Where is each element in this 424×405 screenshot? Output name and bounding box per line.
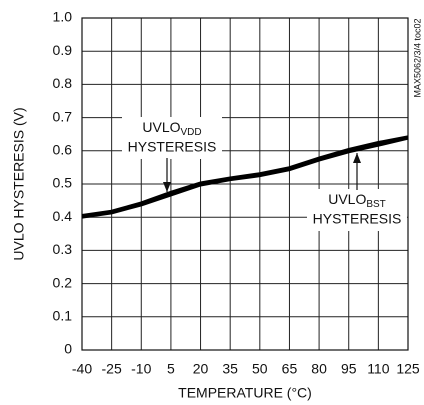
- x-tick-label: -25: [102, 361, 122, 377]
- annotation-sub: BST: [366, 199, 385, 210]
- y-tick-label: 0.3: [53, 241, 73, 257]
- annotation-label: HYSTERESIS: [128, 139, 217, 155]
- y-tick-label: 0.2: [53, 274, 73, 290]
- y-tick-label: 0.9: [53, 42, 73, 58]
- x-tick-label: 110: [367, 361, 390, 377]
- figure-note: MAX5062/3/4 toc02: [412, 18, 422, 97]
- x-axis-title: TEMPERATURE (°C): [178, 385, 312, 401]
- annotation-sub: VDD: [181, 127, 202, 138]
- annotation-text: UVLO: [328, 191, 366, 207]
- annotation-label: UVLOVDD: [142, 119, 201, 138]
- y-tick-label: 0.7: [53, 108, 73, 124]
- x-tick-label: 5: [167, 361, 175, 377]
- y-tick-label: 0.1: [53, 308, 73, 324]
- x-tick-label: 80: [311, 361, 327, 377]
- y-tick-label: 0.5: [53, 175, 73, 191]
- data-line: [81, 136, 409, 219]
- plot-frame: [81, 17, 409, 351]
- data-line: [81, 135, 409, 218]
- y-tick-label: 0.4: [53, 208, 73, 224]
- y-tick-label: 1.0: [53, 9, 73, 25]
- x-tick-label: 35: [222, 361, 238, 377]
- annotation-bg: [122, 117, 222, 159]
- annotation-label: HYSTERESIS: [313, 211, 402, 227]
- y-tick-label: 0.6: [53, 142, 73, 158]
- x-tick-label: 20: [193, 361, 209, 377]
- y-tick-label: 0: [64, 341, 72, 357]
- annotation-text: UVLO: [142, 119, 180, 135]
- annotation-arrowhead: [353, 153, 361, 163]
- x-tick-label: 65: [282, 361, 298, 377]
- y-axis-title: UVLO HYSTERESIS (V): [11, 107, 27, 260]
- x-tick-label: -40: [72, 361, 92, 377]
- x-tick-label: 95: [341, 361, 357, 377]
- x-tick-label: -10: [131, 361, 151, 377]
- annotation-arrowhead: [163, 182, 171, 192]
- annotation-label: UVLOBST: [328, 191, 386, 210]
- x-tick-label: 125: [396, 361, 420, 377]
- annotation-bg: [307, 189, 407, 231]
- y-tick-label: 0.8: [53, 75, 73, 91]
- x-tick-label: 50: [252, 361, 268, 377]
